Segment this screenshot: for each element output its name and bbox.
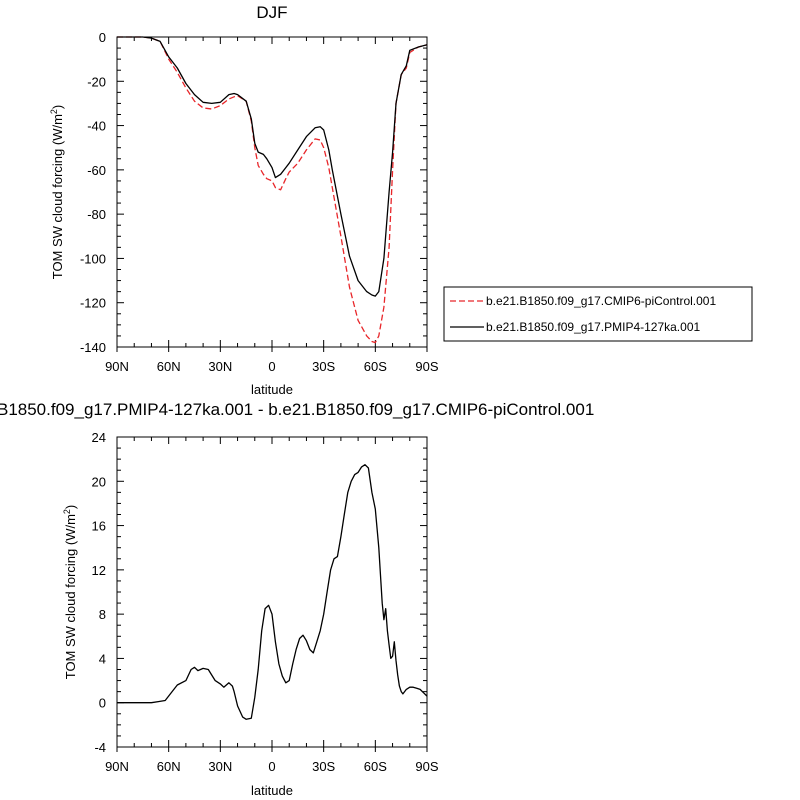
x-axis-label: latitude (251, 783, 293, 798)
y-tick-label: 4 (99, 651, 106, 666)
tick-marks (116, 436, 428, 752)
x-tick-label: 30N (208, 759, 232, 774)
x-tick-label: 0 (268, 759, 275, 774)
series-lines (117, 36, 428, 344)
legend-label-picontrol: b.e21.B1850.f09_g17.CMIP6-piControl.001 (486, 294, 716, 308)
y-tick-label: -140 (80, 340, 106, 355)
y-tick-label: 20 (92, 474, 106, 489)
y-axis-label-superscript: 2 (62, 509, 72, 514)
y-tick-label: 12 (92, 563, 106, 578)
y-tick-label: -80 (87, 207, 106, 222)
y-tick-label: 0 (99, 696, 106, 711)
y-tick-label: -4 (94, 740, 106, 755)
y-axis-label-tail: ) (63, 505, 78, 509)
series-line-1 (117, 36, 428, 297)
x-tick-label: 90S (415, 359, 438, 374)
plot-frame (116, 36, 428, 348)
top-chart: DJF 0 -20 -40 -60 -80 -100 -120 -140 90N 60N 30N 0… (49, 3, 753, 397)
y-tick-label: 24 (92, 430, 106, 445)
chart-title: b.e21.B1850.f09_g17.PMIP4-127ka.001 - b.… (0, 400, 594, 419)
x-tick-label: 30N (208, 359, 232, 374)
x-tick-label: 30S (312, 759, 335, 774)
y-tick-label: -60 (87, 163, 106, 178)
series-line-0 (117, 36, 428, 344)
y-tick-label: 0 (99, 30, 106, 45)
x-tick-labels: 90N 60N 30N 0 30S 60S 90S (105, 759, 439, 774)
series-line-0 (117, 464, 428, 720)
legend-box (443, 286, 753, 342)
x-tick-label: 90N (105, 759, 129, 774)
x-axis-label: latitude (251, 382, 293, 397)
x-tick-label: 90N (105, 359, 129, 374)
x-tick-label: 60S (364, 359, 387, 374)
legend-label-pmip4: b.e21.B1850.f09_g17.PMIP4-127ka.001 (486, 320, 700, 334)
chart-title: DJF (256, 3, 287, 22)
bottom-chart: b.e21.B1850.f09_g17.PMIP4-127ka.001 - b.… (0, 400, 594, 798)
y-axis-label-main: TOM SW cloud forcing (W/m (63, 514, 78, 679)
x-tick-label: 90S (415, 759, 438, 774)
x-tick-label: 60N (157, 359, 181, 374)
x-tick-labels: 90N 60N 30N 0 30S 60S 90S (105, 359, 439, 374)
y-tick-label: 8 (99, 607, 106, 622)
x-tick-label: 30S (312, 359, 335, 374)
x-tick-label: 60S (364, 759, 387, 774)
y-tick-label: -20 (87, 74, 106, 89)
series-lines (117, 464, 428, 720)
y-tick-label: -40 (87, 119, 106, 134)
x-tick-label: 60N (157, 759, 181, 774)
y-axis-label-tail: ) (50, 105, 65, 109)
y-tick-label: -100 (80, 251, 106, 266)
y-axis-label: TOM SW cloud forcing (W/m2) (62, 505, 78, 680)
y-tick-labels: 0 -20 -40 -60 -80 -100 -120 -140 (80, 30, 106, 355)
y-axis-label-main: TOM SW cloud forcing (W/m (50, 114, 65, 279)
y-tick-label: -120 (80, 296, 106, 311)
y-axis-label: TOM SW cloud forcing (W/m2) (49, 105, 65, 280)
legend: b.e21.B1850.f09_g17.CMIP6-piControl.001 … (443, 286, 753, 342)
y-tick-label: 16 (92, 519, 106, 534)
y-tick-labels: -4 0 4 8 12 16 20 24 (92, 430, 106, 755)
x-tick-label: 0 (268, 359, 275, 374)
plot-frame (116, 436, 428, 748)
tick-marks (116, 36, 428, 352)
y-axis-label-superscript: 2 (49, 109, 59, 114)
